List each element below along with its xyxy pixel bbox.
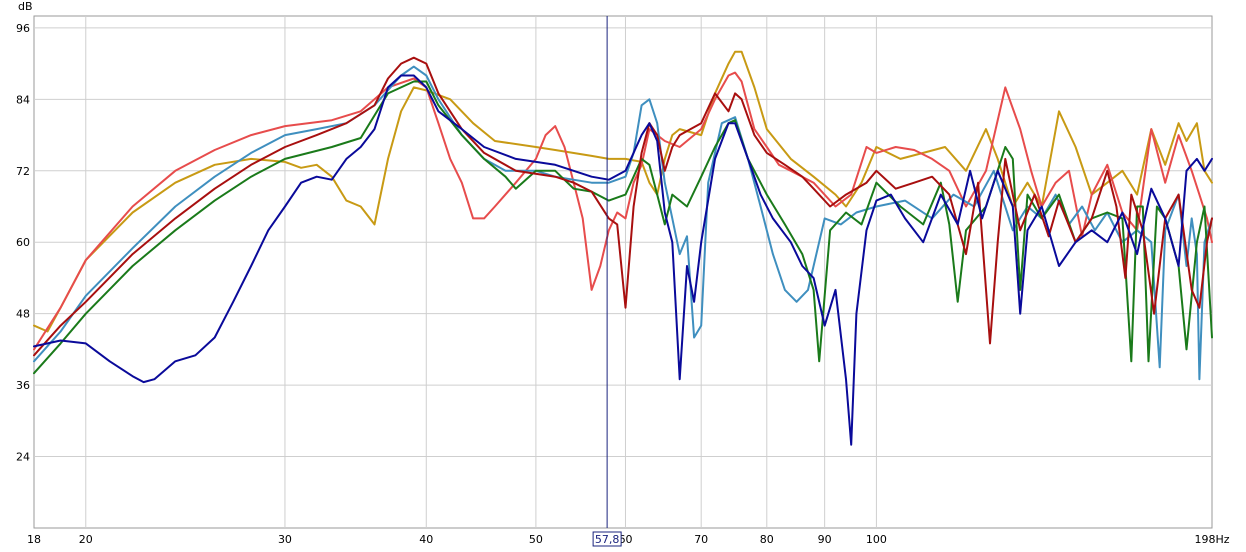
y-tick-label: 72 [16, 165, 30, 178]
grid-layer [33, 15, 1213, 529]
x-tick-label: 50 [529, 533, 543, 546]
x-tick-label: 80 [760, 533, 774, 546]
y-tick-label: 48 [16, 308, 30, 321]
cursor[interactable]: 57,8 [592, 16, 622, 547]
x-tick-label: 70 [694, 533, 708, 546]
y-tick-label: 84 [16, 93, 30, 106]
series-line-3 [33, 65, 1213, 381]
x-tick-label: 100 [866, 533, 887, 546]
series-line-4 [33, 80, 1213, 375]
y-tick-label: 96 [16, 22, 30, 35]
x-tick-label: 90 [818, 533, 832, 546]
x-tick-label: 60 [618, 533, 632, 546]
y-unit-label: dB [18, 0, 33, 13]
x-tick-label: 40 [419, 533, 433, 546]
series-line-6 [33, 74, 1213, 446]
plot-area [33, 15, 1213, 529]
y-tick-label: 60 [16, 236, 30, 249]
axis-layer: dB 24 36 48 60 72 84 96 18 20 30 40 50 60 70 80 90 100 19… [16, 0, 1230, 546]
series-layer [33, 50, 1213, 446]
cursor-label-box [592, 531, 622, 547]
y-tick-label: 24 [16, 451, 30, 464]
x-tick-label: 198Hz [1194, 533, 1229, 546]
x-tick-label: 18 [27, 533, 41, 546]
x-tick-label: 30 [278, 533, 292, 546]
cursor-label: 57,8 [595, 533, 620, 546]
series-line-5 [33, 56, 1213, 357]
y-tick-label: 36 [16, 379, 30, 392]
x-tick-label: 20 [79, 533, 93, 546]
